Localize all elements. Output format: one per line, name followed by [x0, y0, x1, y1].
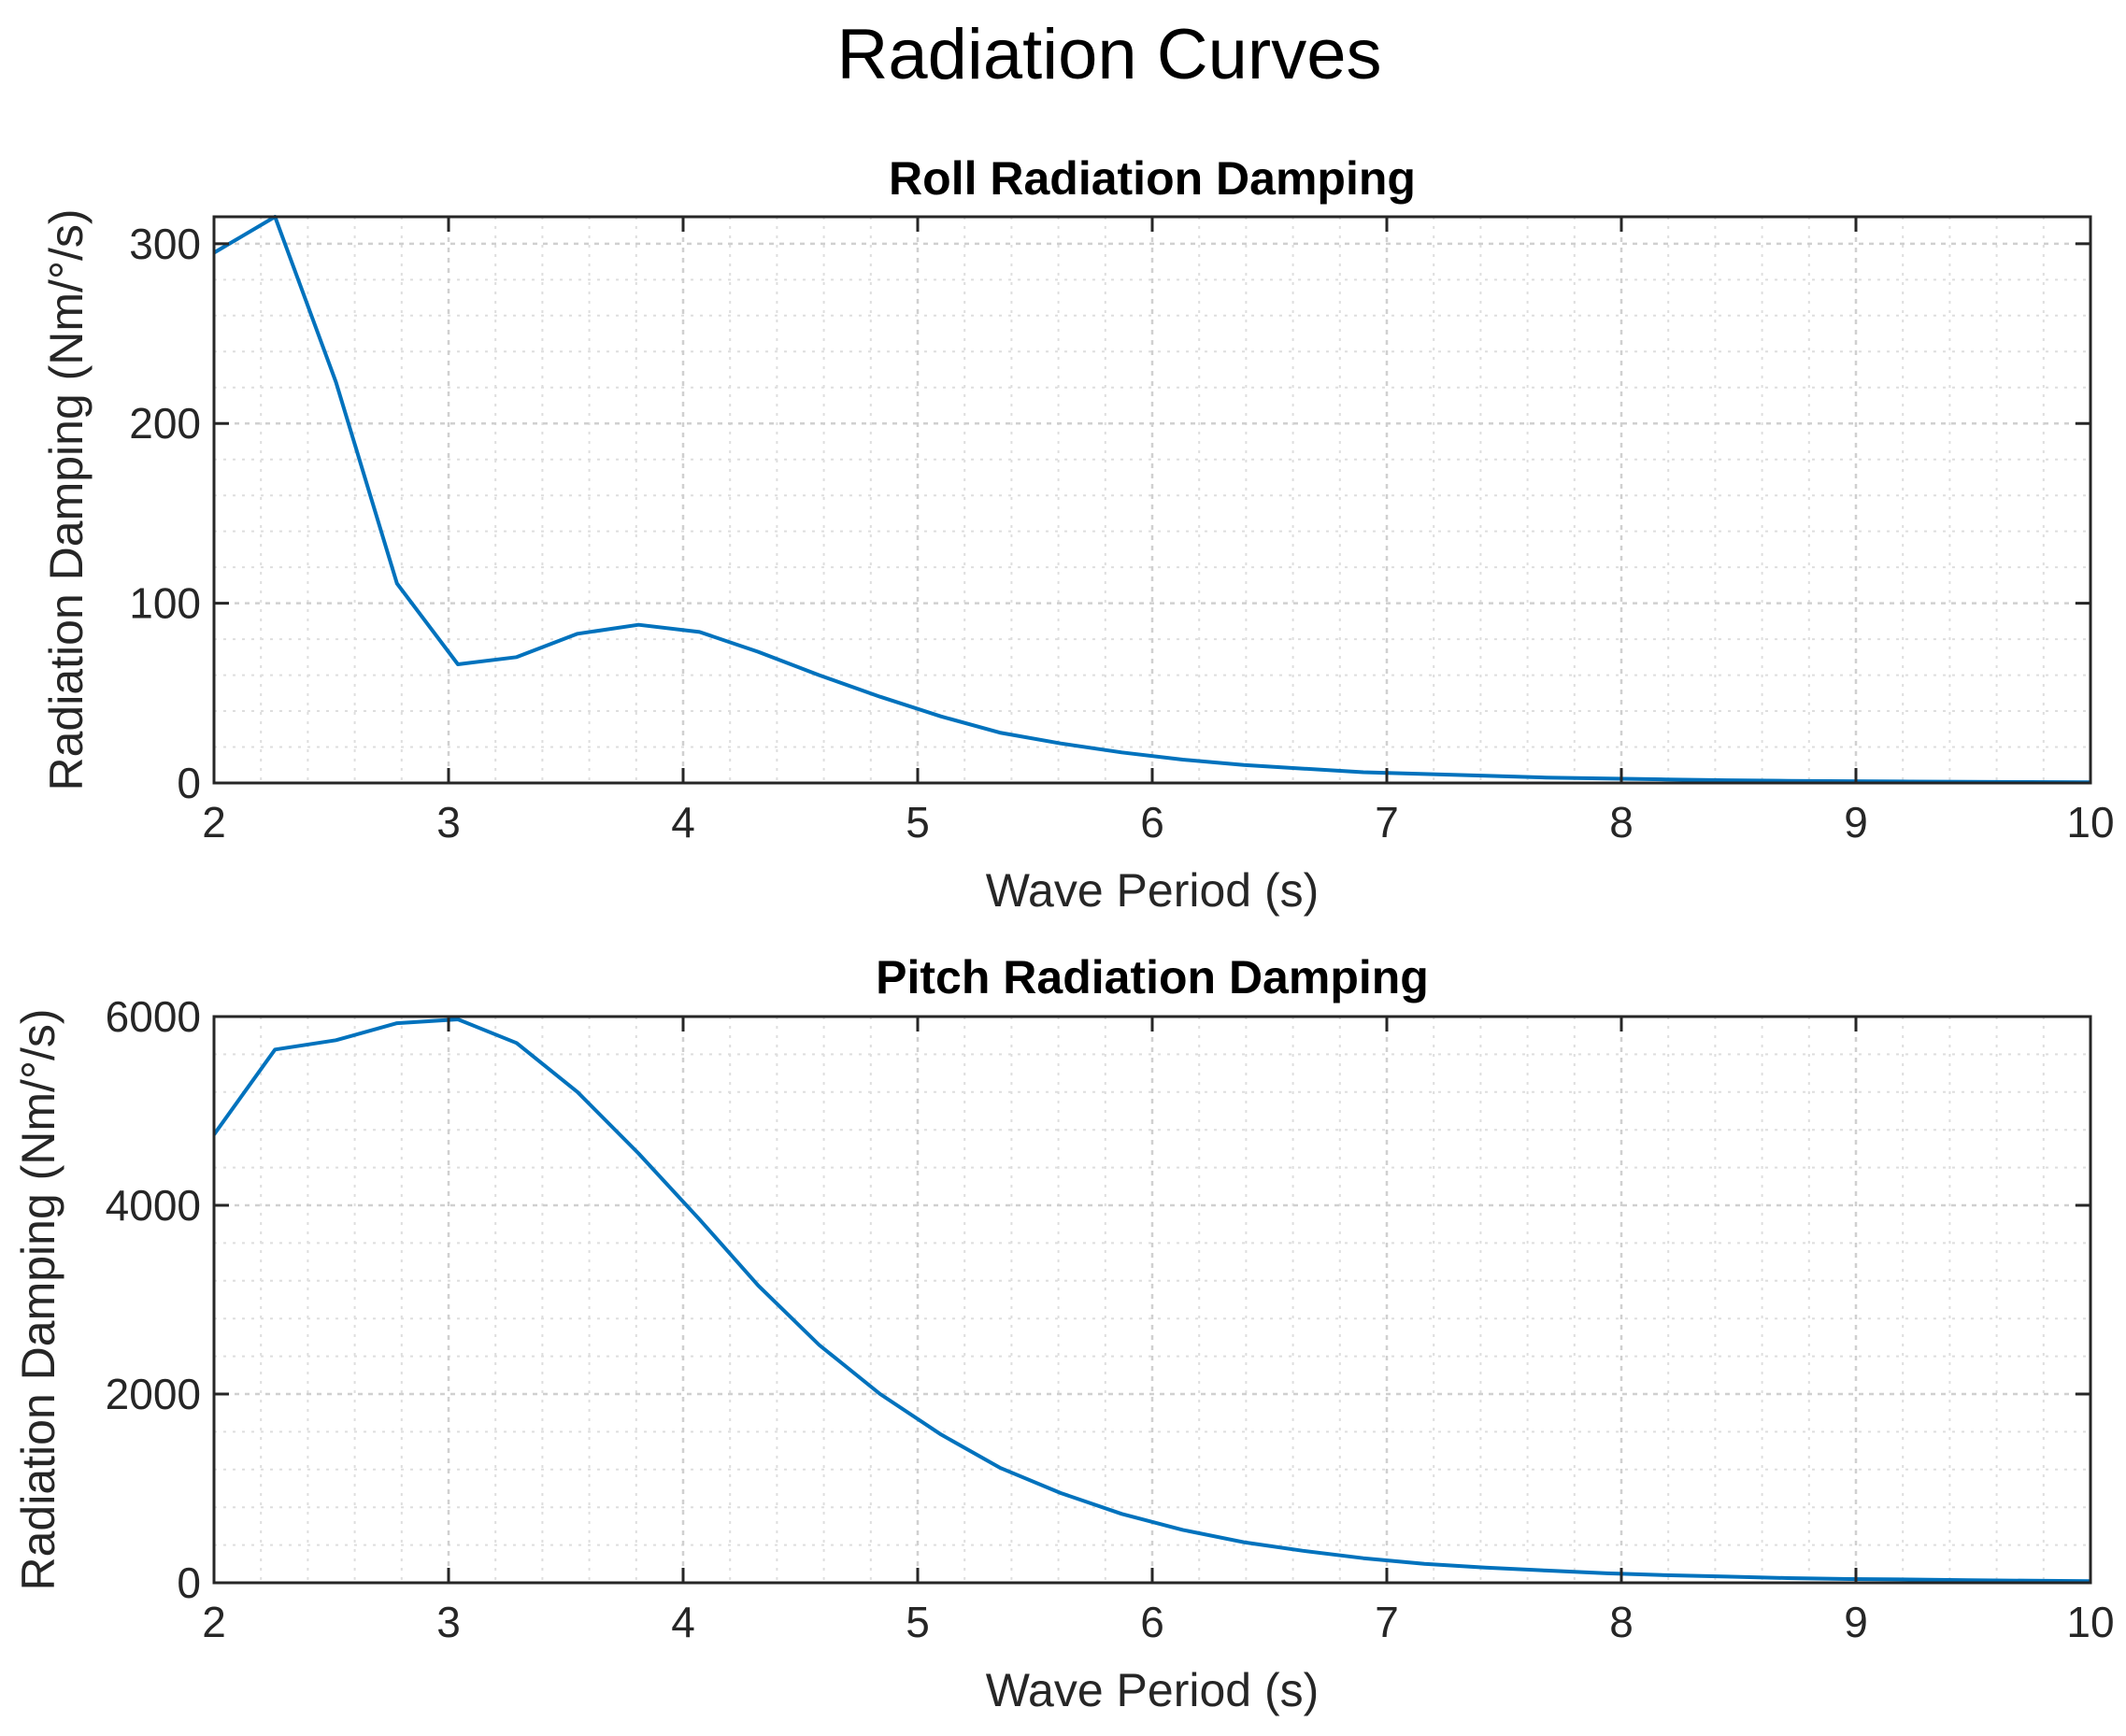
x-tick-label: 3 — [436, 1598, 461, 1646]
y-axis-label: Radiation Damping (Nm/°/s) — [40, 209, 93, 791]
x-tick-label: 7 — [1375, 1598, 1399, 1646]
y-tick-label: 100 — [129, 579, 201, 628]
x-axis-label: Wave Period (s) — [986, 1664, 1320, 1716]
x-tick-label: 5 — [906, 798, 930, 847]
x-tick-label: 10 — [2066, 798, 2114, 847]
x-tick-label: 6 — [1140, 1598, 1164, 1646]
x-tick-label: 2 — [202, 798, 226, 847]
x-tick-label: 3 — [436, 798, 461, 847]
x-tick-label: 4 — [671, 1598, 695, 1646]
x-tick-label: 10 — [2066, 1598, 2114, 1646]
x-tick-label: 7 — [1375, 798, 1399, 847]
x-tick-label: 8 — [1609, 1598, 1634, 1646]
x-tick-label: 8 — [1609, 798, 1634, 847]
y-tick-label: 0 — [177, 759, 201, 807]
pitch-chart: 2 3 4 5 6 7 8 9 10 0 2000 4000 6000 Pitch Radiation D… — [12, 951, 2115, 1716]
y-axis-label: Radiation Damping (Nm/°/s) — [12, 1009, 64, 1591]
y-tick-label: 4000 — [106, 1181, 201, 1230]
x-tick-label: 2 — [202, 1598, 226, 1646]
y-tick-label: 0 — [177, 1558, 201, 1607]
series-line — [214, 1017, 2090, 1584]
series-line — [214, 215, 2090, 785]
y-tick-label: 6000 — [106, 992, 201, 1041]
y-tick-label: 200 — [129, 399, 201, 448]
figure-title: Radiation Curves — [837, 15, 1382, 94]
chart-title: Roll Radiation Damping — [889, 152, 1416, 205]
x-tick-label: 5 — [906, 1598, 930, 1646]
chart-title: Pitch Radiation Damping — [876, 951, 1429, 1003]
x-tick-label: 6 — [1140, 798, 1164, 847]
y-tick-label: 2000 — [106, 1370, 201, 1418]
x-tick-label: 4 — [671, 798, 695, 847]
x-tick-label: 9 — [1844, 798, 1868, 847]
y-tick-label: 300 — [129, 220, 201, 268]
x-axis-label: Wave Period (s) — [986, 864, 1320, 917]
x-tick-label: 9 — [1844, 1598, 1868, 1646]
